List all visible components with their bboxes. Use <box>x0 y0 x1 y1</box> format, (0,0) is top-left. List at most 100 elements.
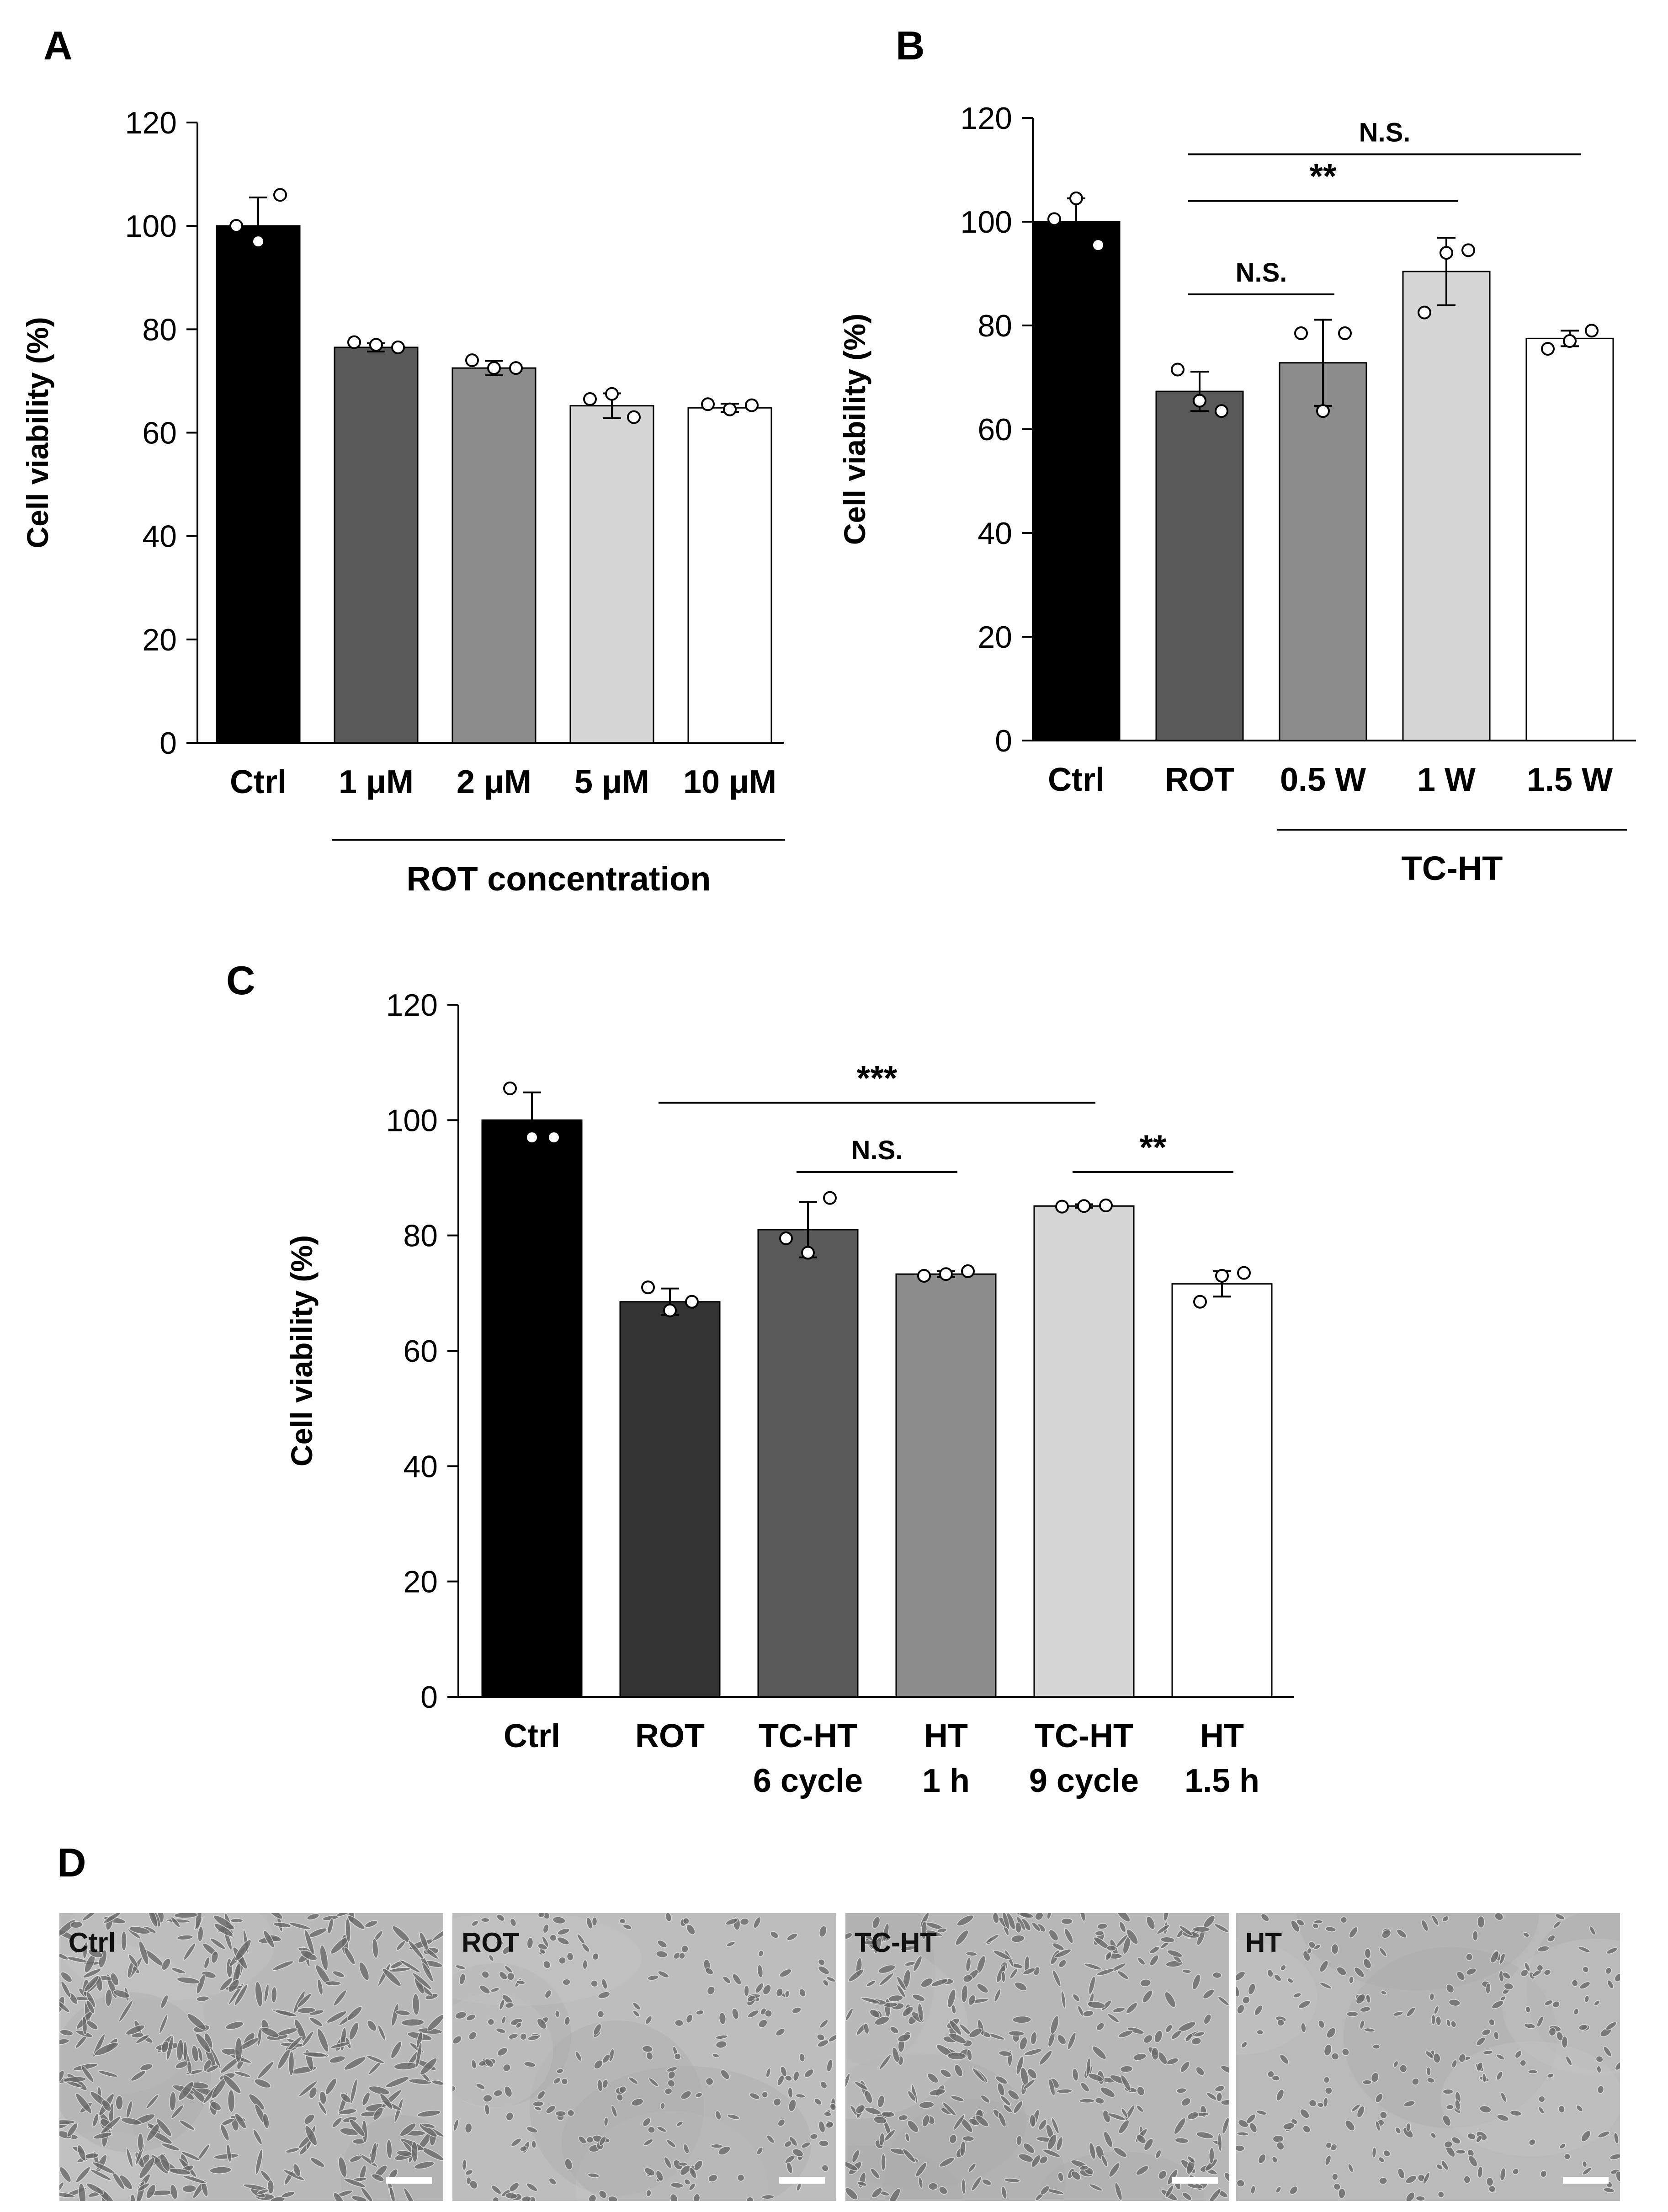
significance-label-b-2: N.S. <box>1236 258 1287 288</box>
cell-3-59 <box>1338 2188 1346 2199</box>
cell-3-191 <box>1298 2000 1311 2009</box>
cell-1-52 <box>632 2010 640 2017</box>
cell-0-434 <box>181 2151 201 2161</box>
cell-0-265 <box>59 2192 75 2198</box>
cell-0-194 <box>338 2156 347 2178</box>
cell-2-283 <box>904 1961 916 1967</box>
cell-1-201 <box>747 1995 756 2002</box>
cell-1-27 <box>715 2110 722 2121</box>
cell-3-219 <box>1396 1929 1407 1939</box>
cell-1-144 <box>823 2111 832 2117</box>
cell-1-132 <box>471 1920 479 1927</box>
cell-3-29 <box>1596 2065 1602 2073</box>
data-point-b-2-0 <box>1294 326 1308 341</box>
cell-3-37 <box>1363 1958 1372 1969</box>
cell-1-18 <box>826 1976 836 1983</box>
cell-2-376 <box>1192 1926 1211 1933</box>
cell-3-167 <box>1363 2027 1376 2032</box>
cell-2-64 <box>870 2168 880 2180</box>
cell-2-87 <box>890 2026 899 2034</box>
cell-1-125 <box>753 1916 761 1929</box>
cell-0-343 <box>90 2169 112 2181</box>
cell-2-316 <box>854 2081 869 2090</box>
cell-3-213 <box>1571 1979 1578 1987</box>
cell-3-98 <box>1561 2036 1568 2049</box>
cell-1-198 <box>506 1972 515 1981</box>
cell-1-179 <box>825 2121 834 2129</box>
y-tick-label-b-0: 0 <box>995 724 1012 758</box>
cell-0-81 <box>417 2110 441 2117</box>
cell-0-381 <box>277 2049 291 2069</box>
data-point-a-4-0 <box>701 397 715 411</box>
cell-1-145 <box>819 2019 829 2029</box>
cell-2-305 <box>1143 2138 1153 2151</box>
cell-2-165 <box>985 1934 999 1944</box>
cell-1-23 <box>556 2068 564 2074</box>
cell-0-85 <box>248 2094 265 2111</box>
cell-3-166 <box>1415 2196 1425 2201</box>
micrograph-ht <box>1236 1913 1620 2201</box>
cell-1-192 <box>598 2190 607 2199</box>
cell-3-46 <box>1275 2186 1282 2193</box>
cell-2-79 <box>866 1980 876 1987</box>
cell-2-176 <box>1113 2147 1127 2158</box>
cell-0-110 <box>289 1922 311 1930</box>
cell-3-34 <box>1519 2059 1527 2067</box>
cell-2-160 <box>845 1932 853 1940</box>
cell-0-278 <box>275 2009 297 2017</box>
cell-2-355 <box>915 2162 927 2177</box>
cell-2-308 <box>1094 1930 1105 1936</box>
cell-1-255 <box>799 1988 806 1997</box>
cell-3-58 <box>1313 1919 1323 1924</box>
bar-c-2 <box>757 1229 859 1698</box>
cell-0-273 <box>325 2078 337 2095</box>
cell-0-125 <box>319 2091 327 2105</box>
data-point-b-2-1 <box>1316 404 1330 418</box>
bar-a-0 <box>216 225 301 744</box>
cell-2-185 <box>1014 1982 1027 1991</box>
cell-3-236 <box>1360 2006 1371 2013</box>
cell-1-98 <box>465 2169 473 2175</box>
cell-2-107 <box>1016 2056 1024 2075</box>
cell-0-437 <box>220 2124 229 2142</box>
cell-3-36 <box>1354 1967 1365 1978</box>
significance-label-c-0: *** <box>857 1059 898 1098</box>
cell-0-229 <box>426 2014 443 2031</box>
x-tick-label-a-3-0: 5 μM <box>574 764 649 800</box>
cell-0-389 <box>330 2041 351 2049</box>
cell-2-365 <box>1187 2155 1195 2164</box>
cell-3-105 <box>1395 2127 1402 2134</box>
cell-1-123 <box>804 2068 814 2078</box>
cell-2-98 <box>1013 2100 1023 2114</box>
cell-2-256 <box>1057 2034 1067 2045</box>
cell-0-398 <box>281 2191 295 2198</box>
cell-1-180 <box>643 2138 653 2146</box>
data-point-c-4-2 <box>1099 1199 1113 1213</box>
cell-2-243 <box>1078 2098 1095 2104</box>
cell-3-188 <box>1477 1915 1485 1929</box>
cell-3-253 <box>1248 1983 1256 1995</box>
cell-0-209 <box>83 1968 101 1978</box>
cell-1-172 <box>726 1941 736 1947</box>
cell-2-242 <box>851 2149 860 2163</box>
cell-2-334 <box>1137 1957 1146 1966</box>
cell-2-134 <box>1165 2185 1174 2198</box>
cell-0-426 <box>206 2064 219 2073</box>
cell-0-255 <box>415 2041 422 2068</box>
cell-0-436 <box>292 2163 301 2177</box>
cell-1-157 <box>509 2182 520 2192</box>
cell-2-341 <box>1136 2105 1144 2113</box>
cell-3-26 <box>1436 2164 1443 2170</box>
data-point-c-1-1 <box>663 1303 677 1317</box>
cell-1-217 <box>668 2070 676 2079</box>
cell-0-198 <box>326 2010 347 2024</box>
cell-3-247 <box>1313 1944 1321 1950</box>
cell-3-19 <box>1421 1919 1429 1932</box>
cell-1-267 <box>642 2117 651 2127</box>
cell-1-243 <box>599 2136 606 2146</box>
cell-2-167 <box>1206 2092 1217 2100</box>
cell-2-92 <box>1209 2188 1222 2201</box>
micrograph-background-1 <box>452 1913 836 2201</box>
cell-3-172 <box>1494 1913 1504 1921</box>
cell-3-245 <box>1523 1932 1530 1938</box>
